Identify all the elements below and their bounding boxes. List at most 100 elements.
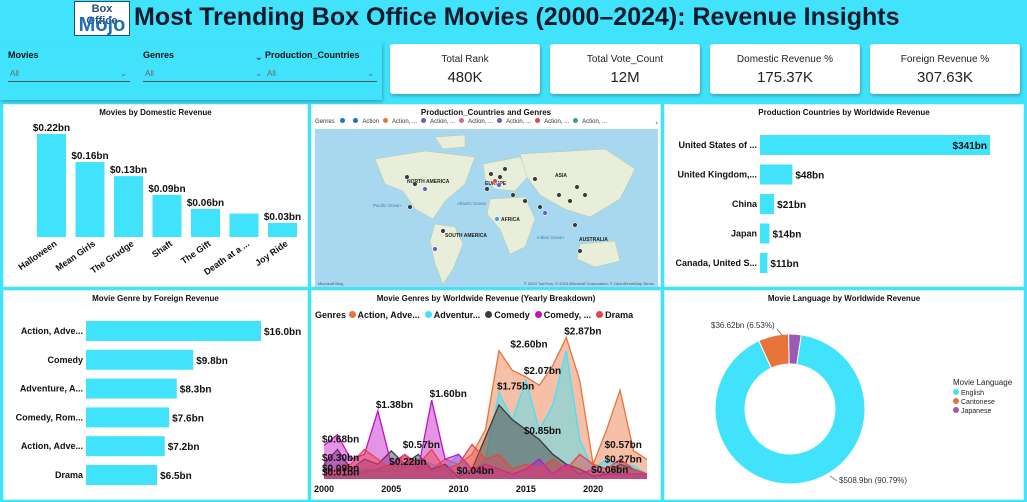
slicer-value: All <box>10 68 19 78</box>
slicer-dropdown[interactable]: All ⌄ <box>143 65 265 82</box>
bar[interactable] <box>86 321 261 341</box>
data-label: $0.09bn <box>148 184 185 195</box>
legend-dot-icon <box>421 118 427 123</box>
data-label: $21bn <box>777 200 806 211</box>
kpi-value: 307.63K <box>917 69 973 86</box>
bar[interactable] <box>37 134 66 237</box>
data-label: $0.16bn <box>71 151 108 162</box>
map-point <box>567 198 573 204</box>
slicer-dropdown[interactable]: All ⌄ <box>8 65 130 82</box>
map-point <box>404 174 410 180</box>
bar[interactable] <box>86 378 177 399</box>
bar[interactable] <box>760 194 775 214</box>
legend-dot-icon <box>353 118 359 123</box>
x-tick-label: 2000 <box>314 484 334 494</box>
legend-dot-icon <box>348 311 356 318</box>
language-donut-chart[interactable]: $36.62bn (6.53%) $508.9bn (90.79%) <box>665 291 1023 499</box>
series-line[interactable] <box>323 443 648 476</box>
data-label: $0.57bn <box>403 440 440 451</box>
bar[interactable] <box>191 208 220 237</box>
bar[interactable] <box>760 223 770 244</box>
bar[interactable] <box>760 253 768 273</box>
map-legend-item: Action, ... <box>459 118 493 125</box>
map-point <box>532 176 538 182</box>
chevron-down-icon[interactable]: ⌄ <box>254 52 263 63</box>
bar[interactable] <box>268 222 297 237</box>
area-legend-item[interactable]: Drama <box>596 310 633 320</box>
donut-slice[interactable] <box>714 334 866 485</box>
series-line[interactable] <box>323 403 648 478</box>
slicer-movies[interactable]: Movies All ⌄ <box>8 50 130 82</box>
chevron-right-icon[interactable]: › <box>655 119 658 127</box>
category-label: United Kingdom,... <box>678 170 758 180</box>
category-label: Drama <box>55 470 84 480</box>
slicer-value: All <box>145 68 154 78</box>
continent-shape <box>434 134 466 150</box>
legend-dot-icon <box>497 118 503 123</box>
panel-language: Movie Language by Worldwide Revenue $36.… <box>664 290 1024 500</box>
donut-legend-item[interactable]: Cantonese <box>953 398 1012 406</box>
panel-genres-yearly: Movie Genres by Worldwide Revenue (Yearl… <box>311 290 661 500</box>
bar[interactable] <box>86 407 170 428</box>
map-point <box>422 186 428 192</box>
data-label: $7.6bn <box>172 413 204 424</box>
chevron-down-icon[interactable]: ⌄ <box>367 68 374 78</box>
map-legend-item: Action, ... <box>573 118 607 125</box>
region-label: AUSTRALIA <box>579 237 608 243</box>
chevron-down-icon[interactable]: ⌄ <box>255 68 262 78</box>
world-map[interactable]: NORTH AMERICA EUROPE ASIA AFRICA SOUTH AMERI… <box>315 129 658 287</box>
region-label: SOUTH AMERICA <box>445 233 487 239</box>
box-office-mojo-logo: Box Office Mojo <box>74 1 130 36</box>
map-point <box>537 204 543 210</box>
series-line[interactable] <box>323 399 647 475</box>
chart-title: Movie Language by Worldwide Revenue <box>767 294 921 303</box>
data-label: $2.07bn <box>524 366 561 377</box>
data-label: $14bn <box>772 230 801 241</box>
category-label: Halloween <box>16 238 58 272</box>
continent-shape <box>374 150 476 220</box>
donut-slice[interactable] <box>788 333 802 366</box>
panel-map: Production_Countries and Genres Genres A… <box>311 104 661 287</box>
genre-foreign-bar-chart[interactable]: Action, Adve... $16.0bn Comedy $9.8bn Advent… <box>4 291 307 499</box>
kpi-label: Foreign Revenue % <box>900 54 990 65</box>
donut-legend-item[interactable]: English <box>953 389 1012 397</box>
area-legend-item[interactable]: Action, Adve... <box>348 310 420 320</box>
legend-dot-icon <box>535 118 541 123</box>
data-label: $1.38bn <box>376 400 413 411</box>
slicer-dropdown[interactable]: All ⌄ <box>265 65 377 82</box>
kpi-total-rank: Total Rank 480K <box>390 44 540 94</box>
bar[interactable] <box>760 164 793 185</box>
bar[interactable] <box>86 465 158 485</box>
bar[interactable] <box>86 436 165 457</box>
category-label: Adventure, A... <box>20 384 83 394</box>
slicer-production-countries[interactable]: Production_Countries All ⌄ <box>265 50 377 82</box>
area-legend-item[interactable]: Comedy, ... <box>534 310 591 320</box>
slicer-bar: Movies All ⌄ Genres ⌄ All ⌄ Production_C… <box>0 42 382 100</box>
legend-dot-icon <box>534 311 542 318</box>
data-label: $0.57bn <box>605 440 642 451</box>
map-legend-item: Action, ... <box>535 118 569 125</box>
countries-bar-chart[interactable]: United States of ... $341bn United Kingdom… <box>665 105 1023 286</box>
slicer-genres[interactable]: Genres ⌄ All ⌄ <box>143 50 265 82</box>
map-legend: Genres Action Action, ... Action, ... Actio… <box>315 118 615 125</box>
bar[interactable] <box>114 176 143 237</box>
donut-legend-item[interactable]: Japanese <box>953 407 1012 415</box>
bar[interactable] <box>760 135 990 155</box>
category-label: Action, Adve... <box>21 441 83 451</box>
area-legend-item[interactable]: Comedy <box>485 310 530 320</box>
panel-production-countries: Production Countries by Worldwide Revenu… <box>664 104 1024 287</box>
bar[interactable] <box>229 213 259 237</box>
chevron-down-icon[interactable]: ⌄ <box>120 68 127 78</box>
category-label: United States of ... <box>678 140 757 150</box>
map-point <box>582 192 588 198</box>
bar[interactable] <box>75 162 105 237</box>
data-label: $1.60bn <box>430 389 467 400</box>
bar[interactable] <box>86 349 194 370</box>
genres-area-chart[interactable]: 2000 2005 2010 2015 2020 $0.09bn $0.68bn $0.30b… <box>312 291 660 499</box>
bar[interactable] <box>152 194 182 237</box>
map-point <box>577 248 583 254</box>
map-point <box>407 204 413 210</box>
area-legend-item[interactable]: Adventur... <box>424 310 480 320</box>
category-label: Comedy, Rom... <box>16 412 83 422</box>
